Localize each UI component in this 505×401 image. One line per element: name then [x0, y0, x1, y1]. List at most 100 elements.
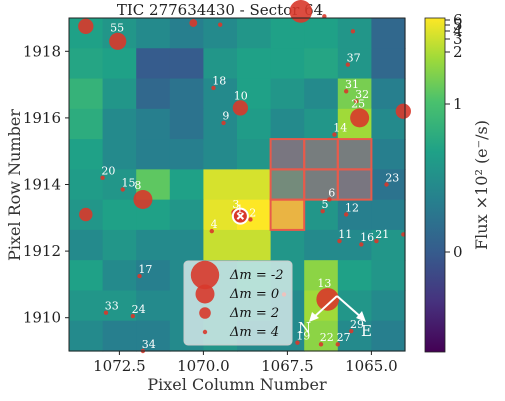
star-label: 12: [345, 201, 359, 214]
north-arrowhead: [309, 312, 319, 322]
star-marker: [332, 132, 337, 137]
pixel-cell: [102, 229, 137, 261]
east-arrow: [336, 295, 363, 319]
target-label: 1: [236, 203, 243, 216]
star-marker: [232, 100, 249, 116]
pixel-cell: [304, 229, 339, 261]
colorbar-label: Flux ×10² (e⁻/s): [472, 120, 491, 250]
pixel-cell: [69, 169, 104, 201]
legend-entry: Δm = 0: [229, 287, 279, 302]
pixel-cell: [304, 169, 339, 201]
star-label: 29: [350, 318, 364, 331]
aperture-pixel: [303, 138, 339, 171]
pixel-cell: [203, 48, 238, 80]
star-marker: [289, 0, 313, 23]
y-tick-label: 1910: [23, 309, 61, 327]
compass-north-label: N: [298, 319, 311, 337]
pixel-cell: [136, 108, 171, 140]
star-label: 20: [101, 165, 115, 178]
pixel-cell: [203, 229, 238, 261]
star-marker: [374, 238, 379, 244]
pixel-cell: [69, 108, 104, 140]
pixel-cell: [69, 48, 104, 80]
star-marker: [359, 242, 364, 247]
star-label: 11: [338, 228, 352, 241]
pixel-cell: [102, 199, 137, 231]
pixel-cell: [169, 169, 204, 201]
pixel-cell: [304, 18, 339, 49]
colorbar-tick-label: 3: [453, 30, 463, 48]
star-label: 15: [122, 176, 136, 189]
pixel-cell: [237, 169, 272, 201]
pixel-cell: [270, 108, 305, 140]
star-label: 6: [328, 186, 335, 199]
legend-entry: Δm = 2: [229, 306, 279, 321]
pixel-cell: [337, 18, 372, 49]
star-label: 55: [110, 22, 124, 35]
pixel-cell: [203, 169, 238, 201]
legend: Δm = -2 Δm = 0 Δm = 2 Δm = 4: [183, 260, 293, 346]
star-marker: [209, 228, 214, 234]
star-marker: [384, 182, 389, 187]
pixel-cell: [337, 139, 372, 170]
pixel-cell: [371, 78, 406, 110]
y-tick-label: 1914: [23, 176, 61, 194]
x-tick-label: 1065.0: [345, 357, 398, 375]
colorbar-tick-label: 0: [453, 243, 463, 261]
star-marker: [100, 175, 105, 181]
target-cross: [236, 212, 245, 220]
star-label: 8: [134, 179, 141, 192]
pixel-cell: [337, 199, 372, 231]
pixel-cell: [371, 199, 406, 231]
pixel-cell: [237, 18, 272, 49]
pixel-cell: [102, 108, 137, 140]
legend-marker: [199, 307, 211, 319]
pixel-cell: [69, 290, 104, 322]
pixel-cell: [270, 169, 305, 201]
pixel-cell: [203, 199, 238, 231]
colorbar-tick-label: 6: [453, 11, 463, 29]
star-marker: [120, 187, 125, 192]
pixel-cell: [270, 199, 305, 231]
star-marker: [78, 18, 94, 34]
star-marker: [401, 232, 406, 237]
legend-entry: Δm = 4: [229, 325, 279, 340]
pixel-cell: [69, 320, 104, 352]
star-marker: [350, 29, 356, 34]
star-label: 22: [320, 331, 334, 344]
pixel-cell: [337, 290, 372, 322]
pixel-cell: [304, 139, 339, 170]
pixel-cell: [270, 18, 305, 49]
pixel-cell: [169, 78, 204, 110]
pixel-cell: [337, 78, 372, 110]
pixel-cell: [270, 229, 305, 261]
pixel-cell: [237, 229, 272, 261]
pixel-cell: [337, 260, 372, 292]
pixel-cell: [136, 290, 171, 322]
pixel-cell: [136, 139, 171, 170]
pixel-cell: [169, 108, 204, 140]
pixel-cell: [371, 229, 406, 261]
pixel-cell: [136, 260, 171, 292]
star-label: 24: [132, 303, 146, 316]
star-label: 19: [296, 329, 310, 342]
y-tick-label: 1912: [23, 242, 61, 260]
star-marker: [130, 313, 136, 319]
pixel-cell: [169, 48, 204, 80]
x-axis-label: Pixel Column Number: [147, 375, 327, 394]
star-marker: [395, 103, 411, 119]
x-tick-label: 1067.5: [261, 357, 314, 375]
star-marker: [350, 108, 370, 128]
pixel-cell: [371, 290, 406, 322]
pixel-cell: [102, 260, 137, 292]
x-tick-label: 1072.5: [93, 357, 146, 375]
star-label: 31: [345, 78, 359, 91]
star-label: 33: [105, 300, 119, 313]
star-marker: [103, 310, 109, 315]
star-label: 21: [375, 228, 389, 241]
pixel-cell: [304, 199, 339, 231]
star-marker: [337, 238, 342, 244]
compass-east-label: E: [361, 322, 372, 340]
